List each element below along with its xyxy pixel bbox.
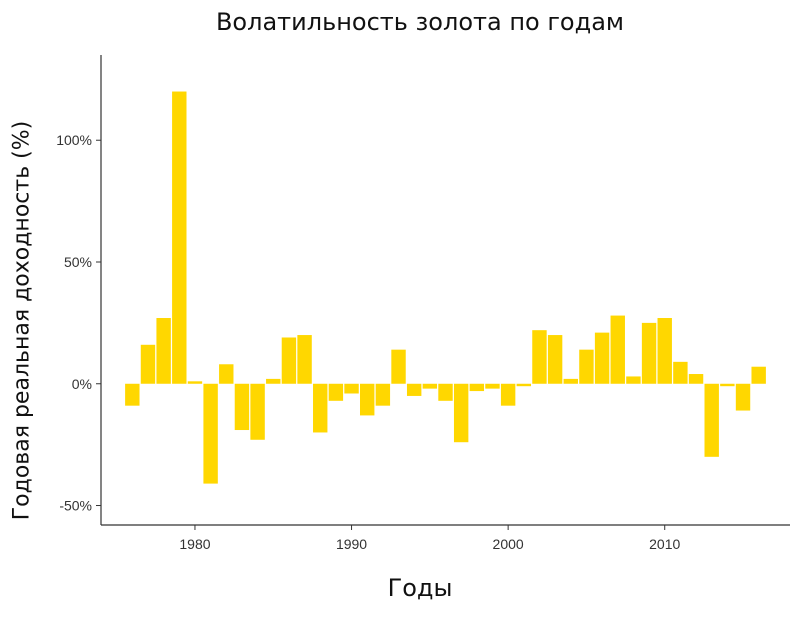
bar-2013 xyxy=(704,383,719,457)
x-tick-label: 2010 xyxy=(649,536,680,552)
y-tick-label: 100% xyxy=(56,132,92,148)
bar-1985 xyxy=(266,378,281,384)
bar-1998 xyxy=(469,383,485,392)
bar-1976 xyxy=(125,383,140,406)
y-tick-label: 0% xyxy=(72,376,92,392)
bar-2006 xyxy=(594,332,610,384)
x-tick-label: 1990 xyxy=(336,536,367,552)
bar-2016 xyxy=(751,366,766,384)
bar-1982 xyxy=(219,364,234,384)
bar-2000 xyxy=(500,383,516,406)
bar-2011 xyxy=(673,361,688,384)
bar-1981 xyxy=(203,383,218,484)
x-axis-label: Годы xyxy=(387,574,453,602)
bar-2015 xyxy=(735,383,751,411)
bar-1983 xyxy=(234,383,250,431)
bar-2010 xyxy=(657,318,672,384)
bar-1996 xyxy=(438,383,453,401)
bar-1992 xyxy=(375,383,391,406)
bar-2009 xyxy=(641,322,657,384)
x-axis-ticks: 1980 1990 2000 2010 xyxy=(179,525,681,552)
bar-2003 xyxy=(547,335,563,384)
bar-1978 xyxy=(156,318,171,384)
bar-2002 xyxy=(532,330,547,384)
bar-1995 xyxy=(422,383,438,389)
x-tick-label: 2000 xyxy=(493,536,524,552)
y-axis-label: Годовая реальная доходность (%) xyxy=(9,120,35,521)
bar-1991 xyxy=(360,383,375,416)
bar-1990 xyxy=(344,383,359,394)
chart-title: Волатильность золота по годам xyxy=(215,8,625,36)
bar-1986 xyxy=(281,337,297,384)
bar-2001 xyxy=(516,383,531,387)
bar-2014 xyxy=(720,383,735,387)
bar-1979 xyxy=(172,91,187,384)
bar-2007 xyxy=(610,315,625,384)
bar-1988 xyxy=(313,383,328,433)
bar-1984 xyxy=(250,383,265,440)
bar-1993 xyxy=(391,349,406,384)
bar-1997 xyxy=(453,383,469,443)
x-tick-label: 1980 xyxy=(179,536,210,552)
y-tick-label: 50% xyxy=(64,254,92,270)
bar-2008 xyxy=(626,376,641,384)
bar-1989 xyxy=(328,383,344,401)
bar-1980 xyxy=(187,381,203,384)
bars-group xyxy=(125,91,766,484)
bar-2005 xyxy=(579,349,594,384)
bar-1977 xyxy=(140,344,156,384)
y-axis-ticks: -50% 0% 50% 100% xyxy=(56,132,101,514)
bar-2012 xyxy=(688,374,704,384)
bar-1999 xyxy=(485,383,500,389)
bar-1994 xyxy=(406,383,422,396)
bar-1987 xyxy=(297,335,312,384)
y-tick-label: -50% xyxy=(59,498,92,514)
bar-2004 xyxy=(563,378,578,384)
